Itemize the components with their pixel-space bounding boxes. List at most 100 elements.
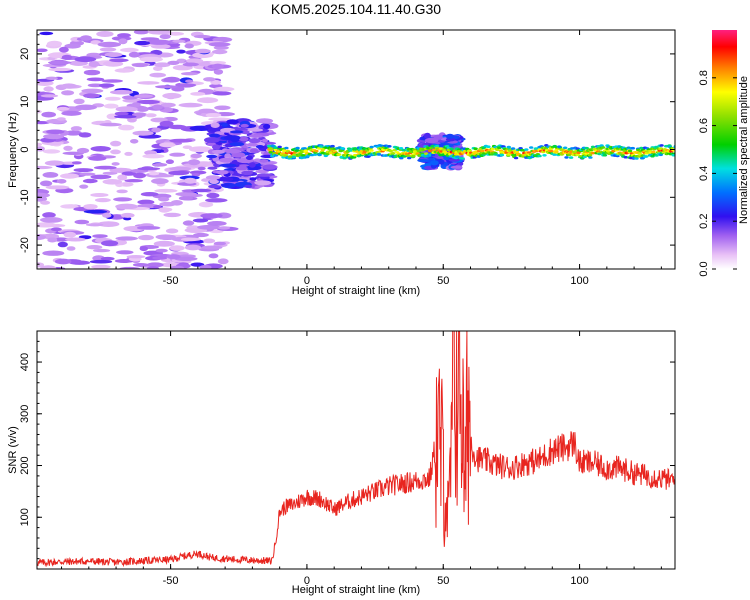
spectrogram-cell <box>588 156 593 159</box>
spectrogram-cell <box>427 149 433 152</box>
spectrogram-cell <box>114 68 134 73</box>
spectrogram-cell <box>198 201 214 208</box>
spectrogram-panel: -50 0 50 100 -20 -10 0 10 20 Height of straight … <box>7 29 676 297</box>
spectrogram-cell <box>473 147 478 150</box>
spectrogram-cell <box>134 40 151 46</box>
spectrogram-cell <box>301 154 306 157</box>
spectrogram-cell <box>192 218 209 223</box>
spectrogram-cell <box>220 183 230 187</box>
spectrogram-cell <box>54 258 72 265</box>
snr-panel: -50 0 50 100 100 200 300 400 Height of straight… <box>7 330 676 596</box>
spectrogram-cell <box>102 179 123 185</box>
snr-ylabel: SNR (v/v) <box>7 426 19 474</box>
spectrogram-cell <box>175 192 198 197</box>
spectrogram-cell <box>184 244 202 251</box>
spectrogram-cell <box>65 237 86 242</box>
spectrogram-cell <box>39 31 54 36</box>
spectrogram-cell <box>651 150 656 154</box>
spectrogram-cell <box>159 34 171 40</box>
spectrogram-cell <box>152 104 163 110</box>
spectrogram-cell <box>437 159 445 165</box>
spectrogram-cell <box>205 175 221 180</box>
spectrogram-cell <box>137 167 161 171</box>
spectrogram-cell <box>664 144 669 148</box>
x-tick-label: 0 <box>304 275 310 287</box>
spectrogram-cell <box>235 166 248 171</box>
spectrogram-cell <box>136 106 149 112</box>
y-tick-label: -20 <box>19 237 31 253</box>
spectrogram-cell <box>623 155 628 159</box>
snr-xlabel: Height of straight line (km) <box>292 584 420 596</box>
spectrogram-cell <box>132 263 149 267</box>
spectrogram-cell <box>303 149 308 152</box>
spectrogram-cell <box>152 256 168 260</box>
spectrogram-cell <box>139 246 148 252</box>
spectrogram-cell <box>190 262 205 267</box>
spectrogram-cell <box>46 129 65 135</box>
spectrogram-cell <box>115 203 138 210</box>
spectrogram-cell <box>92 234 108 239</box>
spectrogram-cell <box>401 148 406 152</box>
spectrogram-cell <box>529 146 534 149</box>
spectrogram-cell <box>168 124 187 130</box>
spectrogram-cell <box>40 94 59 98</box>
spectrogram-cell <box>283 154 288 157</box>
spectrogram-cell <box>212 144 221 150</box>
spectrogram-cell <box>167 31 185 36</box>
spectrogram-cell <box>181 72 199 76</box>
spectrogram-cell <box>124 151 133 156</box>
spectrogram-cell <box>114 259 134 263</box>
spectrogram-cell <box>398 147 404 150</box>
spectrogram-cell <box>150 44 171 49</box>
spectrogram-cell <box>159 142 176 148</box>
spectrogram-cell <box>140 192 159 197</box>
spectrogram-cell <box>180 237 202 242</box>
y-tick-label: 100 <box>19 508 31 526</box>
spectrogram-cell <box>136 226 161 230</box>
spectrogram-cell <box>627 149 633 153</box>
spectrogram-cell <box>126 255 146 259</box>
spectrogram-cell <box>50 227 62 232</box>
spectrogram-cell <box>131 63 149 68</box>
spectrogram-cell <box>172 39 186 43</box>
spectrogram-cell <box>151 178 169 185</box>
spectrogram-cell <box>217 258 229 265</box>
colorbar-gradient <box>712 30 737 269</box>
spectrogram-cell <box>246 143 258 147</box>
spectrogram-cell <box>100 256 115 261</box>
colorbar-tick-label: 0.8 <box>698 70 710 85</box>
spectrogram-cell <box>542 154 547 157</box>
spectrogram-cell <box>203 238 216 244</box>
spectrogram-cell <box>46 40 63 47</box>
spectrogram-cell <box>197 166 206 171</box>
spectrogram-cell <box>37 146 45 152</box>
spectrogram-cell <box>152 163 168 167</box>
spectrogram-cell <box>176 49 186 54</box>
spectrogram-cell <box>60 204 79 209</box>
spectrogram-cell <box>209 126 221 132</box>
spectrogram-cell <box>93 248 111 253</box>
spectrogram-cell <box>81 88 104 94</box>
spectrogram-cell <box>430 144 435 148</box>
colorbar-tick-label: 0.4 <box>698 166 710 181</box>
spectrogram-cell <box>216 176 234 182</box>
spectrogram-cell <box>43 133 65 140</box>
spectrogram-cell <box>44 160 65 166</box>
spectrogram-cell <box>73 168 94 173</box>
colorbar: 0.0 0.2 0.4 0.6 0.8 Normalized spectral ampl… <box>698 30 750 277</box>
spectrogram-cell <box>74 219 90 225</box>
spectrogram-cell <box>40 200 51 205</box>
spectrogram-cell <box>142 154 165 159</box>
spectrogram-cell <box>153 205 162 209</box>
spectrogram-cell <box>118 124 135 131</box>
spectrogram-cell <box>146 266 160 269</box>
spectrogram-cell <box>191 173 201 177</box>
spectrogram-cell <box>165 159 174 164</box>
spectrogram-cell <box>64 43 81 49</box>
spectrogram-cell <box>114 115 137 119</box>
snr-frame <box>36 330 676 570</box>
spectrogram-cell <box>210 80 222 85</box>
spectrogram-cell <box>137 199 155 205</box>
spectrogram-cell <box>274 154 279 157</box>
spectrogram-cell <box>86 77 105 82</box>
